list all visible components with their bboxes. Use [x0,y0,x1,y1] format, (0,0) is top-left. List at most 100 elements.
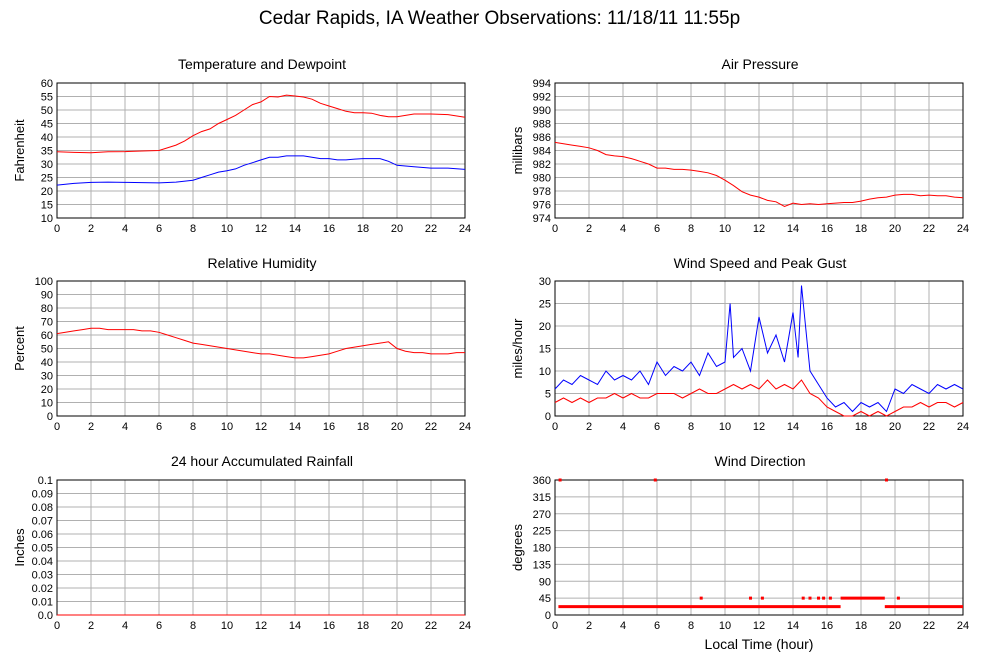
x-tick-label: 20 [391,421,403,433]
direction-point [808,596,812,600]
y-tick-label: 100 [35,276,53,288]
y-tick-label: 976 [533,200,551,212]
y-tick-label: 994 [533,78,551,90]
y-axis-label: Inches [12,528,27,567]
y-tick-label: 90 [41,290,53,302]
x-tick-label: 20 [391,620,403,632]
plot-border [554,280,964,417]
x-tick-label: 4 [122,223,128,235]
rain-chart: 0 2 4 6 8 10 12 14 16 18 20 22 240.00.010.020.030.04… [12,453,471,632]
x-tick-label: 0 [54,421,60,433]
x-tick-label: 10 [221,223,233,235]
x-tick-label: 10 [221,421,233,433]
x-tick-label: 16 [821,620,833,632]
y-tick-label: 0.01 [32,597,53,609]
y-tick-label: 80 [41,303,53,315]
x-tick-label: 24 [459,421,471,433]
y-tick-label: 10 [41,213,53,225]
plot-border [56,82,466,219]
x-tick-label: 10 [719,421,731,433]
y-tick-label: 70 [41,317,53,329]
x-tick-label: 20 [889,421,901,433]
x-tick-label: 4 [620,421,626,433]
y-tick-label: 50 [41,344,53,356]
page-title: Cedar Rapids, IA Weather Observations: 1… [258,8,741,29]
y-tick-label: 0.04 [32,556,53,568]
wind-series-line [554,379,964,417]
x-tick-label: 4 [122,421,128,433]
x-tick-label: 4 [122,620,128,632]
x-tick-label: 10 [719,620,731,632]
direction-chart: 0 2 4 6 8 10 12 14 16 18 20 22 240459013518022527031… [510,453,969,652]
y-tick-label: 25 [41,173,53,185]
chart-title: Wind Speed and Peak Gust [674,255,847,271]
y-tick-label: 974 [533,213,551,225]
x-tick-label: 24 [459,620,471,632]
x-tick-label: 6 [156,620,162,632]
x-tick-label: 8 [688,421,694,433]
y-tick-label: 988 [533,119,551,131]
x-tick-label: 14 [787,421,799,433]
x-tick-label: 24 [957,620,969,632]
x-tick-label: 0 [54,223,60,235]
y-tick-label: 55 [41,92,53,104]
x-tick-label: 8 [688,223,694,235]
y-tick-label: 90 [539,576,551,588]
pressure-chart: 0 2 4 6 8 10 12 14 16 18 20 22 249749769789809829849… [510,56,969,235]
direction-point [822,596,826,600]
x-tick-label: 8 [190,421,196,433]
chart-title: 24 hour Accumulated Rainfall [171,453,353,469]
plot-border [554,82,964,219]
x-tick-label: 22 [425,223,437,235]
direction-point [558,478,562,482]
direction-point [828,596,832,600]
y-tick-label: 0 [47,411,53,423]
x-tick-label: 16 [323,620,335,632]
y-tick-label: 25 [539,299,551,311]
y-tick-label: 986 [533,132,551,144]
x-tick-label: 8 [688,620,694,632]
x-tick-label: 6 [654,620,660,632]
y-tick-label: 0 [545,411,551,423]
plot-border [554,479,964,616]
y-tick-label: 0.06 [32,529,53,541]
temp-series-line [56,155,466,186]
x-tick-label: 10 [719,223,731,235]
x-tick-label: 18 [357,620,369,632]
x-tick-label: 8 [190,620,196,632]
chart-title: Air Pressure [721,56,798,72]
y-tick-label: 315 [533,492,551,504]
y-tick-label: 20 [41,384,53,396]
y-tick-label: 0.09 [32,489,53,501]
y-tick-label: 50 [41,105,53,117]
direction-point [749,596,752,600]
x-tick-label: 12 [255,620,267,632]
x-axis-label: Local Time (hour) [705,636,814,652]
x-tick-label: 20 [889,223,901,235]
x-tick-label: 18 [855,223,867,235]
y-tick-label: 135 [533,559,551,571]
humidity-chart: 0 2 4 6 8 10 12 14 16 18 20 22 240102030405060708090… [12,255,471,433]
x-tick-label: 4 [620,620,626,632]
x-tick-label: 12 [753,421,765,433]
y-axis-label: Percent [12,326,27,371]
x-tick-label: 2 [88,223,94,235]
x-tick-label: 16 [821,421,833,433]
y-tick-label: 360 [533,475,551,487]
x-tick-label: 6 [156,223,162,235]
y-tick-label: 982 [533,159,551,171]
temp-chart: 0 2 4 6 8 10 12 14 16 18 20 22 241015202530354045505… [12,56,471,235]
y-tick-label: 978 [533,186,551,198]
x-tick-label: 14 [787,620,799,632]
humidity-series-line [56,327,465,359]
x-tick-label: 8 [190,223,196,235]
y-axis-label: degrees [510,524,525,571]
y-tick-label: 5 [545,389,551,401]
x-tick-label: 20 [889,620,901,632]
x-tick-label: 22 [425,620,437,632]
y-tick-label: 0.02 [32,583,53,595]
x-tick-label: 2 [586,421,592,433]
direction-point [896,596,900,600]
